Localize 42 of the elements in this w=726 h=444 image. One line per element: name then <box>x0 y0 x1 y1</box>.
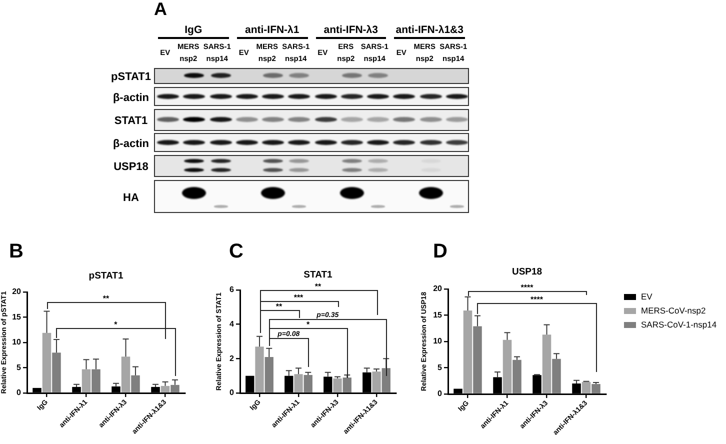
category-label: β-actin <box>112 138 150 150</box>
y-tick-label: 15 <box>12 312 22 322</box>
chart-title: USP18 <box>512 266 542 278</box>
category-label: β-actin <box>112 92 150 104</box>
text: anti-IFN-λ1&3 <box>396 24 464 36</box>
chart-title: STAT1 <box>304 270 334 281</box>
annotation: * <box>114 320 118 329</box>
category-label: HA <box>123 192 139 204</box>
y-tick-label: 5 <box>16 362 22 372</box>
y-tick-label: 2 <box>230 354 235 363</box>
text: anti-IFN-λ1 <box>244 24 300 36</box>
text: anti-IFN-λ3 <box>324 24 378 36</box>
legend-label: MERS-CoV-nsp2 <box>641 305 706 316</box>
y-tick-label: 0 <box>230 388 235 398</box>
text: C <box>229 240 244 263</box>
category-label: pSTAT1 <box>111 71 151 83</box>
category-label: STAT1 <box>114 115 148 127</box>
legend-label: SARS-CoV-1-nsp14 <box>641 319 717 330</box>
y-tick-label: 15 <box>433 310 443 320</box>
y-tick-label: 10 <box>433 336 443 346</box>
annotation: ** <box>102 294 110 304</box>
y-tick-label: 10 <box>12 338 22 347</box>
text: A <box>154 0 167 19</box>
annotation: *** <box>294 293 304 302</box>
legend-label: EV <box>641 291 653 302</box>
y-tick-label: 20 <box>433 284 443 294</box>
annotation: ** <box>314 282 322 291</box>
annotation: * <box>306 320 311 330</box>
y-tick-label: 0 <box>438 389 443 398</box>
annotation: ** <box>276 302 283 311</box>
annotation: **** <box>520 283 534 292</box>
y-tick-label: 0 <box>16 388 22 398</box>
y-tick-label: 6 <box>230 285 235 294</box>
text: B <box>9 240 24 263</box>
category-label: USP18 <box>114 161 148 173</box>
chart-title: pSTAT1 <box>88 270 124 282</box>
y-tick-label: 5 <box>438 362 443 372</box>
annotation: **** <box>530 294 544 304</box>
text: D <box>433 240 448 263</box>
text: IgG <box>184 24 202 36</box>
y-tick-label: 4 <box>230 320 235 329</box>
y-tick-label: 20 <box>12 287 22 296</box>
